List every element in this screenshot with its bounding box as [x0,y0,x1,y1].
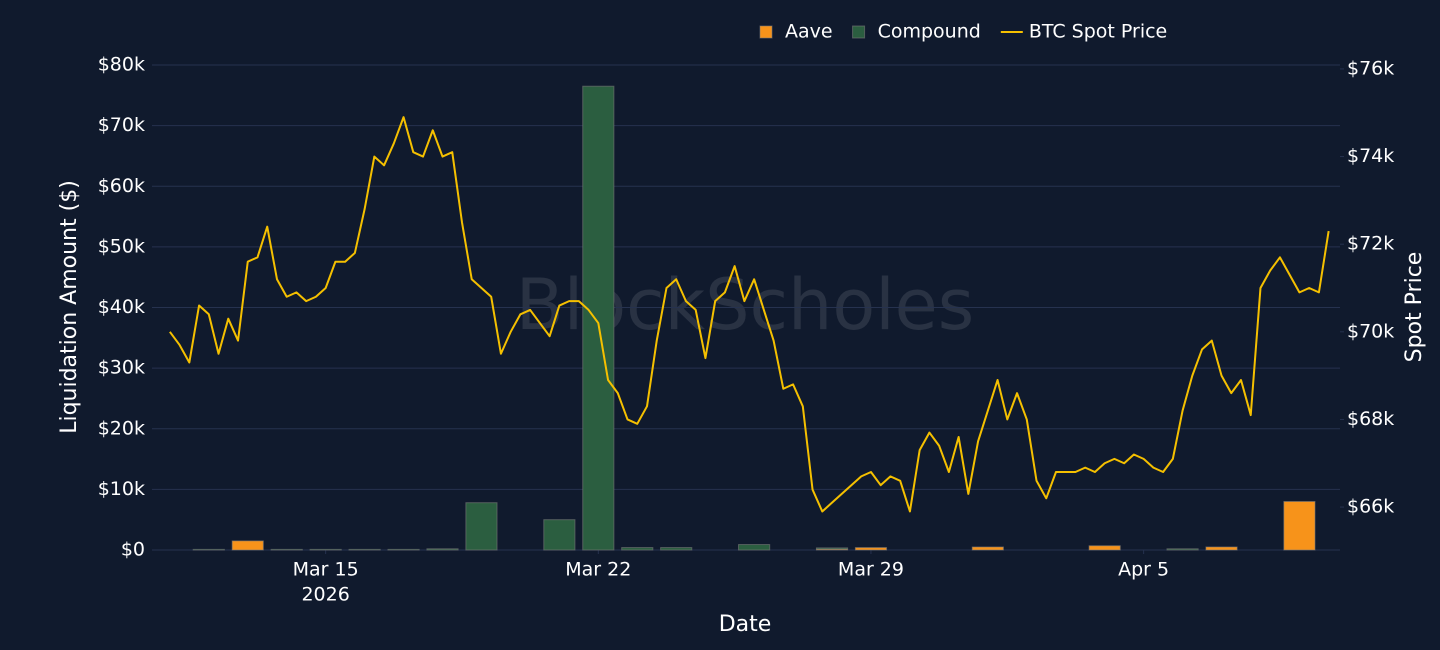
y-tick-label: $60k [98,175,145,197]
bar [971,546,1004,551]
y-axis-title: Liquidation Amount ($) [57,180,82,434]
bar [621,547,654,551]
legend-item: Compound [852,21,981,43]
y2-axis-title: Spot Price [1402,252,1427,363]
bar [738,544,771,551]
y2-tick-label: $66k [1347,496,1394,518]
y2-tick-label: $72k [1347,233,1394,255]
bar [543,519,576,551]
y-tick-label: $20k [98,417,145,439]
y2-tick-label: $76k [1347,57,1394,79]
bar [309,548,342,551]
y-tick-label: $0 [121,539,145,561]
bar [582,85,615,551]
x-axis-title: Date [719,612,772,637]
bar [660,547,693,551]
legend-swatch [852,25,866,39]
bar [192,548,225,551]
y-tick-label: $30k [98,357,145,379]
bar [270,548,303,551]
bar [231,540,264,551]
bar [387,548,420,551]
bar [1283,501,1316,551]
y-tick-label: $10k [98,478,145,500]
x-tick-year: 2026 [301,584,349,606]
bar [426,548,459,551]
x-tick-label: Mar 29 [838,559,904,581]
bar [1088,545,1121,551]
bar [1205,546,1238,551]
y2-tick-label: $68k [1347,408,1394,430]
y-tick-label: $40k [98,296,145,318]
bar [465,502,498,551]
legend-item: BTC Spot Price [1000,21,1167,43]
legend-item: Aave [759,21,833,43]
bar [854,547,888,551]
x-tick-label: Mar 22 [565,559,631,581]
bar [1166,548,1199,551]
legend-swatch [759,25,773,39]
y-tick-label: $80k [98,54,145,76]
y-tick-label: $50k [98,235,145,257]
x-tick-label: Apr 5 [1118,559,1169,581]
legend-label: BTC Spot Price [1029,21,1167,43]
y-tick-label: $70k [98,114,145,136]
legend-label: Compound [878,21,981,43]
price-line [169,116,1330,513]
legend-label: Aave [785,21,833,43]
y2-tick-label: $70k [1347,320,1394,342]
bar [348,548,381,551]
bar [815,547,849,550]
y2-tick-label: $74k [1347,145,1394,167]
x-tick-label: Mar 15 [293,559,359,581]
